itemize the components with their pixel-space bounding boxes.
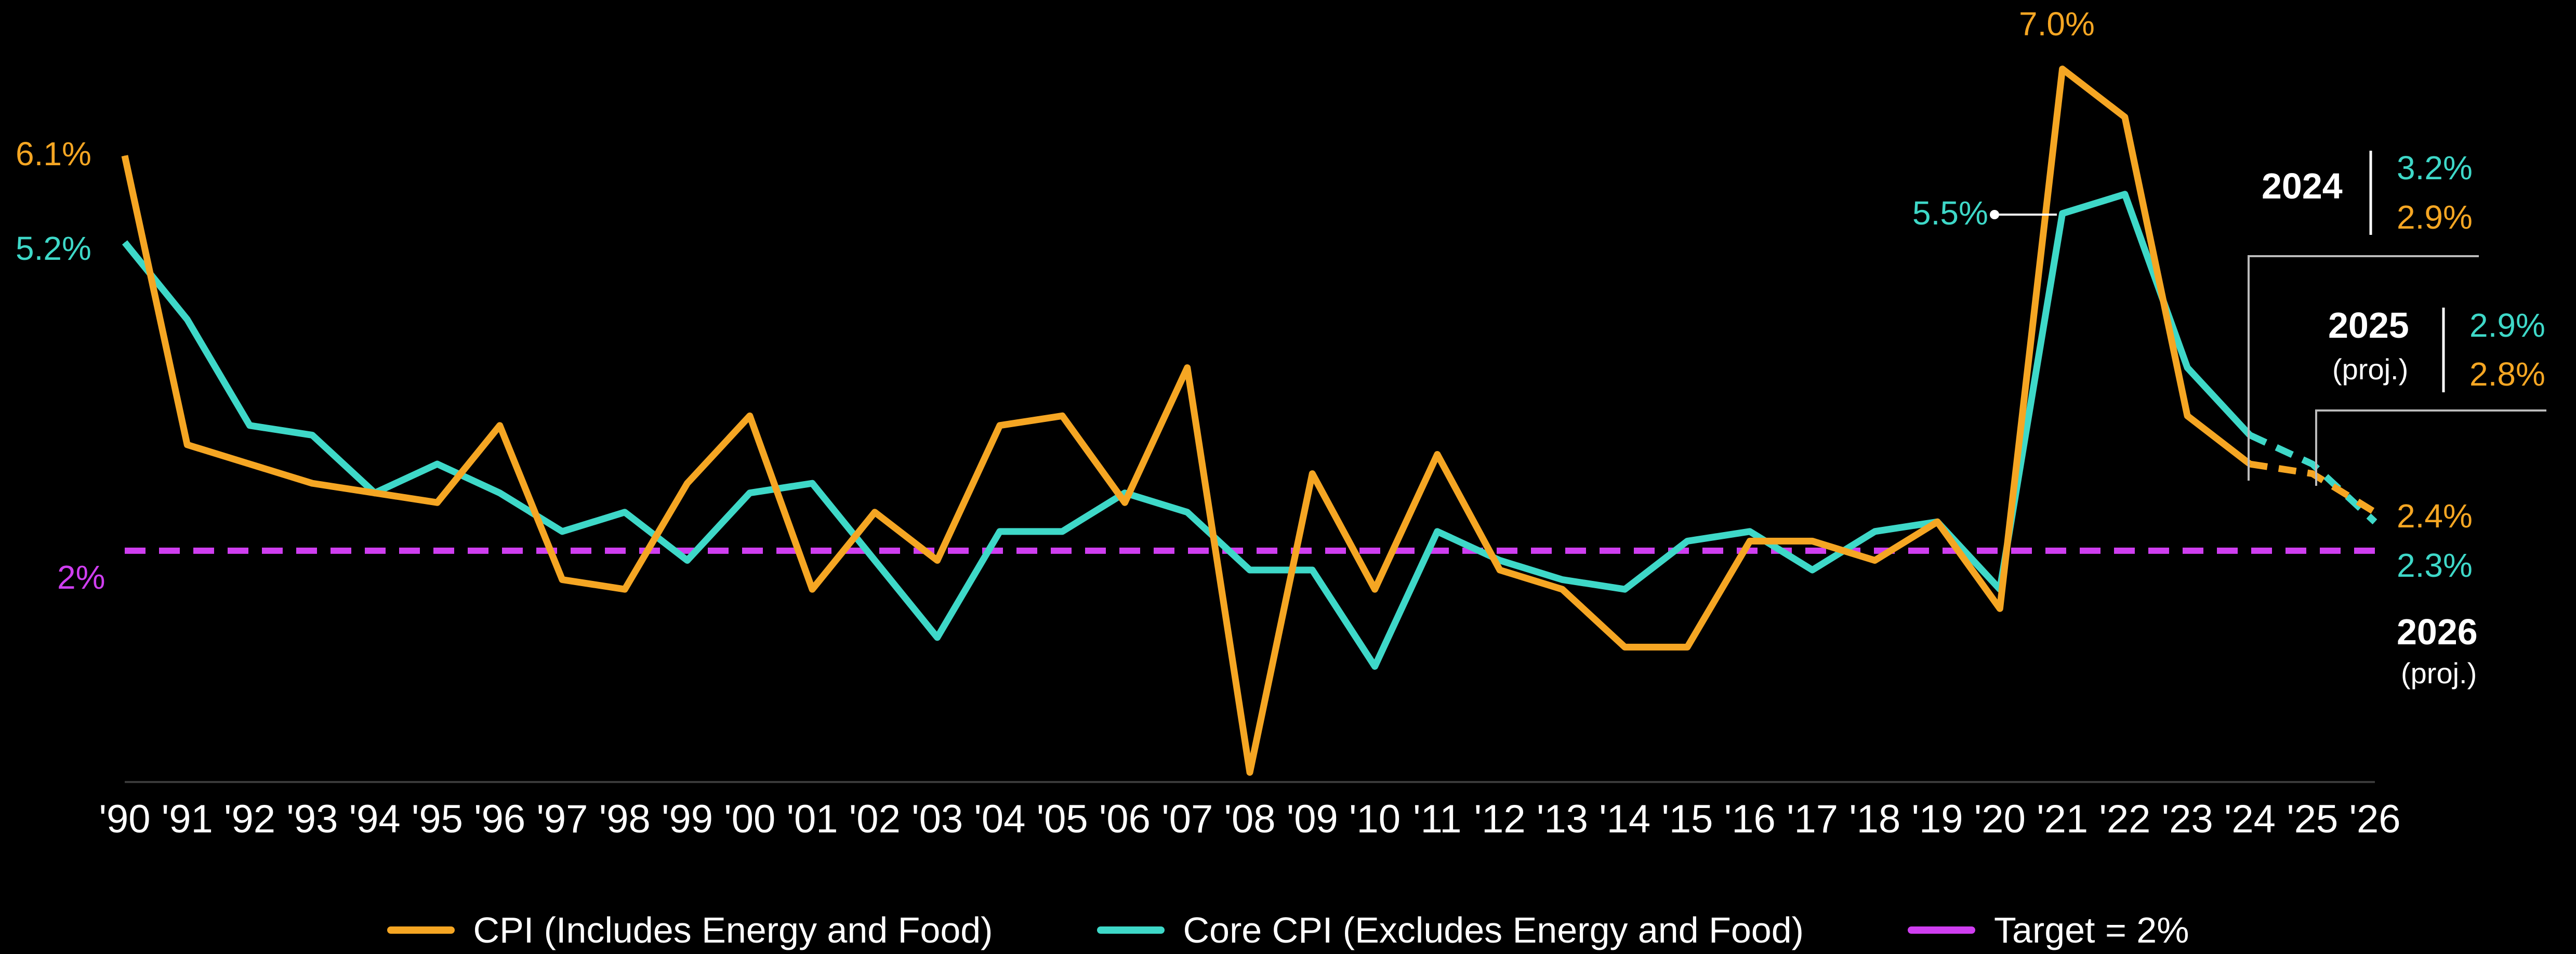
- core-cpi-point: [249, 425, 250, 426]
- cpi-point: [437, 502, 438, 503]
- inflation-chart: '90'91'92'93'94'95'96'97'98'99'00'01'02 '…: [16, 5, 2546, 841]
- legend-swatch-cpi: [387, 926, 455, 934]
- callout-2025-note: (proj.): [2332, 353, 2408, 386]
- x-tick-label: '16: [1724, 797, 1776, 841]
- x-tick-label: '19: [1912, 797, 1963, 841]
- core-cpi-point: [687, 560, 688, 561]
- cpi-point: [687, 483, 688, 484]
- x-tick-label: '18: [1849, 797, 1900, 841]
- legend-swatch-core-cpi: [1097, 926, 1165, 934]
- x-tick-label: '21: [2037, 797, 2088, 841]
- core-cpi-point: [1874, 531, 1875, 532]
- legend-label-core-cpi: Core CPI (Excludes Energy and Food): [1183, 910, 1804, 950]
- cpi-point: [187, 444, 188, 445]
- peak-cpi-label: 7.0%: [2019, 5, 2095, 43]
- callout-2024-cpi: 2.9%: [2397, 198, 2473, 236]
- core-cpi-point: [437, 463, 438, 465]
- callout-2026-note: (proj.): [2401, 657, 2477, 690]
- cpi-point: [249, 463, 250, 465]
- x-tick-label: '01: [787, 797, 838, 841]
- callout-2026-cpi: 2.4%: [2397, 497, 2473, 535]
- legend-item-cpi: CPI (Includes Energy and Food): [387, 909, 993, 951]
- target-label: 2%: [57, 559, 105, 596]
- legend-swatch-target: [1907, 926, 1975, 934]
- cpi-line: [121, 65, 2252, 776]
- callout-2025-year: 2025: [2328, 305, 2409, 346]
- x-tick-label: '05: [1037, 797, 1088, 841]
- cpi-point: [499, 425, 500, 426]
- x-tick-labels: '90'91'92'93'94'95'96'97'98'99'00'01'02 '…: [99, 797, 2400, 841]
- x-tick-label: '97: [536, 797, 588, 841]
- core-cpi-point: [1562, 579, 1563, 580]
- cpi-point: [1312, 473, 1313, 474]
- cpi-point: [1874, 560, 1875, 561]
- callout-2026-core: 2.3%: [2397, 547, 2473, 584]
- x-tick-label: '00: [724, 797, 775, 841]
- core-cpi-point: [1812, 569, 1813, 571]
- cpi-point: [812, 589, 813, 590]
- x-tick-label: '20: [1974, 797, 2026, 841]
- x-tick-label: '91: [162, 797, 213, 841]
- start-cpi-label: 6.1%: [16, 135, 91, 173]
- core-cpi-point: [2187, 367, 2188, 368]
- core-cpi-point: [187, 319, 188, 320]
- series-points: [124, 69, 2375, 773]
- x-tick-label: '12: [1474, 797, 1526, 841]
- x-tick-label: '13: [1537, 797, 1588, 841]
- core-cpi-line: [122, 191, 2253, 670]
- legend-label-cpi: CPI (Includes Energy and Food): [473, 910, 993, 950]
- cpi-point: [999, 425, 1000, 426]
- x-tick-label: '99: [662, 797, 713, 841]
- x-tick-label: '93: [286, 797, 338, 841]
- x-tick-label: '14: [1599, 797, 1650, 841]
- x-tick-label: '98: [599, 797, 651, 841]
- x-tick-label: '92: [224, 797, 275, 841]
- x-tick-label: '22: [2099, 797, 2150, 841]
- callout-2024-year: 2024: [2262, 166, 2343, 206]
- series-lines: [121, 65, 2377, 776]
- core-cpi-point: [1312, 569, 1313, 571]
- core-cpi-point: [2312, 463, 2313, 465]
- cpi-point: [2312, 473, 2313, 474]
- callout-2024-core: 3.2%: [2397, 149, 2473, 187]
- legend-item-core-cpi: Core CPI (Excludes Energy and Food): [1097, 909, 1804, 951]
- legend-item-target: Target = 2%: [1907, 909, 2189, 951]
- chart-legend: CPI (Includes Energy and Food) Core CPI …: [0, 907, 2576, 953]
- cpi-point: [1562, 589, 1563, 590]
- peak-core-dot: [1990, 210, 1999, 219]
- start-core-label: 5.2%: [16, 230, 91, 267]
- core-cpi-projection-line: [2248, 432, 2377, 525]
- core-cpi-point: [1062, 531, 1063, 532]
- x-tick-label: '23: [2162, 797, 2213, 841]
- x-tick-label: '06: [1099, 797, 1151, 841]
- core-cpi-point: [812, 483, 813, 484]
- x-tick-label: '09: [1287, 797, 1338, 841]
- x-tick-label: '25: [2287, 797, 2338, 841]
- x-tick-label: '26: [2349, 797, 2400, 841]
- x-tick-label: '03: [911, 797, 963, 841]
- x-tick-label: '24: [2224, 797, 2276, 841]
- x-tick-label: '96: [474, 797, 525, 841]
- x-tick-label: '07: [1161, 797, 1213, 841]
- x-tick-label: '10: [1349, 797, 1401, 841]
- x-tick-label: '04: [974, 797, 1025, 841]
- callout-2024-leader: [2248, 255, 2479, 481]
- x-tick-label: '95: [412, 797, 463, 841]
- x-tick-label: '15: [1661, 797, 1713, 841]
- callout-2025-core: 2.9%: [2469, 307, 2545, 344]
- core-cpi-point: [2062, 213, 2063, 214]
- x-tick-label: '02: [849, 797, 901, 841]
- core-cpi-point: [1624, 589, 1626, 590]
- x-tick-label: '11: [1413, 797, 1461, 841]
- callout-2026-year: 2026: [2397, 612, 2478, 652]
- peak-core-label: 5.5%: [1912, 194, 1988, 232]
- callout-2025-cpi: 2.8%: [2469, 355, 2545, 393]
- x-tick-label: '94: [349, 797, 401, 841]
- x-tick-label: '08: [1224, 797, 1275, 841]
- x-tick-label: '90: [99, 797, 150, 841]
- legend-label-target: Target = 2%: [1993, 910, 2189, 950]
- callout-2025-leader: [2315, 409, 2546, 486]
- core-cpi-point: [999, 531, 1000, 532]
- x-tick-label: '17: [1787, 797, 1838, 841]
